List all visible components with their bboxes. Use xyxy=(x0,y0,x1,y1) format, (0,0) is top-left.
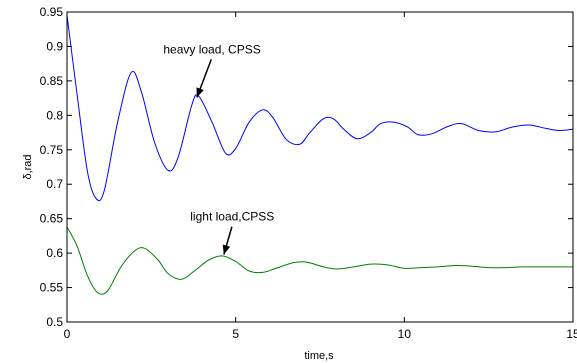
x-tick-label: 0 xyxy=(64,327,71,341)
y-tick-label: 0.75 xyxy=(40,143,64,157)
y-tick-label: 0.7 xyxy=(46,177,63,191)
y-tick-label: 0.85 xyxy=(40,74,64,88)
plot-background xyxy=(67,12,573,322)
x-tick-label: 10 xyxy=(398,327,412,341)
y-tick-label: 0.6 xyxy=(46,246,63,260)
annotation-layer: heavy load, CPSS light load,CPSS xyxy=(163,42,274,255)
y-tick-label: 0.8 xyxy=(46,108,63,122)
x-tick-label: 5 xyxy=(232,327,239,341)
annotation-label-1: light load,CPSS xyxy=(190,210,274,224)
x-axis-label: time,s xyxy=(304,350,334,362)
y-tick-label: 0.5 xyxy=(46,315,63,329)
annotation-arrow-head-0 xyxy=(196,87,204,98)
y-tick-label: 0.9 xyxy=(46,39,63,53)
series-layer xyxy=(66,15,574,295)
y-tick-label: 0.95 xyxy=(40,5,64,19)
series-line-1 xyxy=(66,226,573,295)
series-line-0 xyxy=(66,15,574,202)
annotation-label-0: heavy load, CPSS xyxy=(163,42,260,56)
y-tick-label: 0.65 xyxy=(40,212,64,226)
y-axis-label: δ,rad xyxy=(22,154,34,179)
plot-frame xyxy=(66,11,574,323)
ticks-layer: 0 5 10 15 0.5 0.55 0.6 0.65 0.7 0.75 0.8 0.85 0.9 0.9… xyxy=(40,5,577,341)
x-tick-label: 15 xyxy=(566,327,577,341)
annotation-arrow-head-1 xyxy=(222,244,231,255)
y-tick-label: 0.55 xyxy=(40,281,64,295)
